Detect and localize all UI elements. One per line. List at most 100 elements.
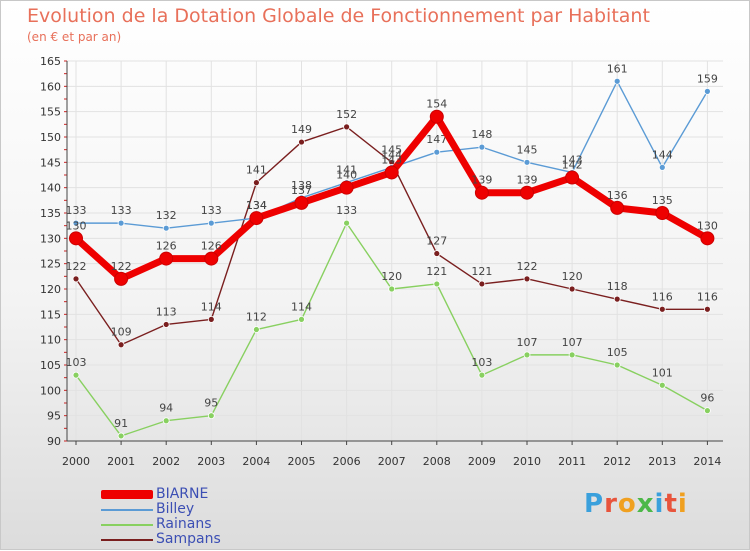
data-point-biarne xyxy=(429,109,444,124)
data-label-rainans: 101 xyxy=(652,366,673,379)
data-point-biarne xyxy=(159,251,174,266)
brand-letter: P xyxy=(584,489,605,519)
data-point-billey xyxy=(72,219,80,227)
data-label-rainans: 103 xyxy=(66,356,87,369)
data-point-rainans xyxy=(207,412,215,420)
data-point-biarne xyxy=(204,251,219,266)
data-label-sampans: 116 xyxy=(652,290,673,303)
legend-swatch-sampans xyxy=(101,539,153,541)
data-point-sampans xyxy=(568,285,576,293)
data-label-rainans: 105 xyxy=(607,346,628,359)
data-label-billey: 144 xyxy=(652,148,673,161)
data-label-rainans: 91 xyxy=(114,417,128,430)
data-point-biarne xyxy=(700,231,715,246)
data-label-sampans: 109 xyxy=(111,326,132,339)
data-point-sampans xyxy=(613,295,621,303)
x-tick-label: 2013 xyxy=(648,455,676,468)
legend: BIARNE Billey Rainans Sampans xyxy=(101,487,321,547)
x-tick-label: 2000 xyxy=(62,455,90,468)
x-tick-label: 2012 xyxy=(603,455,631,468)
legend-label-rainans: Rainans xyxy=(156,516,212,532)
data-point-rainans xyxy=(388,285,396,293)
data-label-billey: 134 xyxy=(246,199,267,212)
data-point-biarne xyxy=(339,180,354,195)
data-point-sampans xyxy=(658,305,666,313)
data-label-billey: 138 xyxy=(291,179,312,192)
data-label-rainans: 120 xyxy=(381,270,402,283)
x-tick-label: 2005 xyxy=(288,455,316,468)
data-label-billey: 147 xyxy=(426,133,447,146)
y-tick-label: 110 xyxy=(40,334,61,347)
y-tick-label: 140 xyxy=(40,182,61,195)
data-point-sampans xyxy=(117,341,125,349)
data-label-sampans: 120 xyxy=(562,270,583,283)
data-label-biarne: 122 xyxy=(111,260,132,273)
legend-item-sampans: Sampans xyxy=(101,532,321,547)
data-label-rainans: 133 xyxy=(336,204,357,217)
data-label-sampans: 121 xyxy=(471,265,492,278)
data-label-rainans: 95 xyxy=(204,397,218,410)
data-point-billey xyxy=(658,163,666,171)
brand-letter: i xyxy=(677,489,688,519)
brand-letter: o xyxy=(617,489,637,519)
data-point-biarne xyxy=(114,271,129,286)
y-tick-label: 165 xyxy=(40,55,61,68)
data-label-billey: 143 xyxy=(562,153,583,166)
data-label-biarne: 142 xyxy=(562,159,583,172)
x-tick-label: 2003 xyxy=(197,455,225,468)
data-label-sampans: 149 xyxy=(291,123,312,136)
legend-item-biarne: BIARNE xyxy=(101,487,321,502)
x-tick-label: 2006 xyxy=(333,455,361,468)
data-label-biarne: 130 xyxy=(66,219,87,232)
y-tick-label: 120 xyxy=(40,283,61,296)
data-label-sampans: 145 xyxy=(381,143,402,156)
data-label-sampans: 122 xyxy=(66,260,87,273)
data-label-rainans: 107 xyxy=(562,336,583,349)
data-label-rainans: 114 xyxy=(291,300,312,313)
data-label-sampans: 114 xyxy=(201,300,222,313)
brand-letter: r xyxy=(604,489,618,519)
legend-swatch-billey xyxy=(101,509,153,511)
chart-title: Evolution de la Dotation Globale de Fonc… xyxy=(27,5,650,27)
data-point-rainans xyxy=(298,315,305,323)
legend-swatch-biarne xyxy=(101,490,153,499)
data-label-billey: 133 xyxy=(111,204,132,217)
y-tick-label: 105 xyxy=(40,359,61,372)
data-point-billey xyxy=(478,143,486,151)
brand-letter: t xyxy=(664,489,678,519)
data-label-sampans: 122 xyxy=(517,260,538,273)
chart-subtitle: (en € et par an) xyxy=(27,30,122,44)
legend-item-billey: Billey xyxy=(101,502,321,517)
x-tick-label: 2008 xyxy=(423,455,451,468)
x-tick-label: 2004 xyxy=(242,455,270,468)
data-point-sampans xyxy=(298,138,305,146)
data-label-biarne: 135 xyxy=(652,194,673,207)
x-tick-label: 2010 xyxy=(513,455,541,468)
data-point-sampans xyxy=(478,280,486,288)
proxiti-logo: Proxiti xyxy=(584,489,688,519)
y-tick-label: 90 xyxy=(47,435,61,448)
y-tick-label: 135 xyxy=(40,207,61,220)
x-tick-label: 2007 xyxy=(378,455,406,468)
data-point-rainans xyxy=(523,351,531,359)
data-label-sampans: 118 xyxy=(607,280,628,293)
y-tick-label: 160 xyxy=(40,80,61,93)
brand-letter: x xyxy=(636,489,655,519)
data-point-sampans xyxy=(433,250,441,257)
data-label-rainans: 103 xyxy=(471,356,492,369)
data-label-rainans: 96 xyxy=(700,392,714,405)
data-label-biarne: 134 xyxy=(246,199,267,212)
data-label-rainans: 107 xyxy=(517,336,538,349)
data-point-sampans xyxy=(704,305,711,313)
data-point-biarne xyxy=(294,195,309,210)
data-point-rainans xyxy=(252,326,260,333)
data-label-rainans: 121 xyxy=(426,265,447,278)
data-label-biarne: 137 xyxy=(291,184,312,197)
data-label-billey: 132 xyxy=(156,209,177,222)
data-label-sampans: 116 xyxy=(697,290,718,303)
data-point-billey xyxy=(207,219,215,227)
y-tick-label: 100 xyxy=(40,384,61,397)
legend-swatch-rainans xyxy=(101,524,153,526)
data-label-biarne: 130 xyxy=(697,219,718,232)
